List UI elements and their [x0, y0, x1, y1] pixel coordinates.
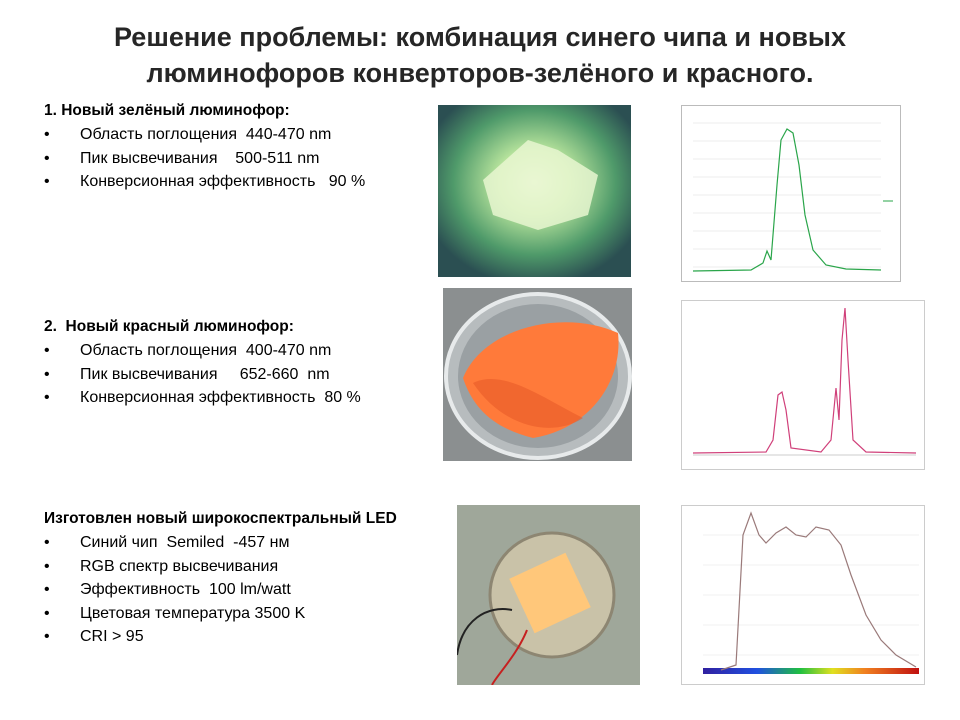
bullet-item: • Область поглощения 400-470 nm: [44, 342, 444, 366]
bullet-text: Конверсионная эффективность 80 %: [80, 389, 361, 406]
bullet-text: Пик высвечивания 500-511 nm: [80, 149, 320, 167]
bullet-item: • Конверсионная эффективность 80 %: [44, 389, 444, 413]
photo-red-phosphor: [443, 288, 632, 461]
bullet-text: RGB спектр высвечивания: [80, 557, 279, 575]
bullet-text: Цветовая температура 3500 K: [80, 604, 306, 622]
bullet: •: [44, 342, 50, 359]
bullet-text: Пик высвечивания 652-660 nm: [80, 365, 330, 383]
bullet-text: Синий чип Semiled -457 нм: [80, 534, 290, 551]
bullet: •: [44, 604, 50, 622]
spectrum-green: [681, 105, 901, 282]
section: 1. Новый зелёный люминофор: • Область погл…: [44, 102, 444, 197]
bullet-item: • Пик высвечивания 652-660 nm: [44, 366, 444, 390]
bullet-item: • Пик высвечивания 500-511 nm: [44, 150, 444, 174]
title-line: Решение проблемы: комбинация синего чипа…: [113, 22, 847, 52]
bullet: •: [44, 389, 50, 406]
title-line: люминофоров конверторов-зелёного и красн…: [146, 58, 814, 88]
bullet: •: [44, 126, 50, 143]
bullet-text: Область поглощения 440-470 nm: [80, 126, 332, 143]
bullet-text: Область поглощения 400-470 nm: [80, 342, 332, 359]
bullet-text: CRI > 95: [80, 628, 144, 645]
bullet: •: [44, 581, 50, 598]
bullet: •: [44, 534, 50, 551]
spectrum-red: [681, 300, 925, 470]
bullet: •: [44, 628, 50, 645]
section-heading: 2. Новый красный люминофор:: [44, 318, 294, 335]
bullet-item: • Эффективность 100 lm/watt: [44, 581, 444, 605]
bullet-item: • Цветовая температура 3500 K: [44, 605, 444, 629]
bullet: •: [44, 149, 50, 167]
bullet-text: Конверсионная эффективность 90 %: [80, 173, 366, 190]
bullet-item: • RGB спектр высвечивания: [44, 558, 444, 582]
bullet: •: [44, 173, 50, 190]
bullet: •: [44, 557, 50, 575]
section-heading: 1. Новый зелёный люминофор:: [44, 102, 290, 119]
photo-led: [457, 505, 640, 685]
section: 2. Новый красный люминофор: • Область погл…: [44, 318, 444, 413]
bullet-item: • Конверсионная эффективность 90 %: [44, 173, 444, 197]
bullet-text: Эффективность 100 lm/watt: [80, 581, 291, 598]
spectrum-led: [681, 505, 925, 685]
bullet-item: • CRI > 95: [44, 628, 444, 652]
section-heading: Изготовлен новый широкоспектральный LED: [44, 510, 397, 527]
bullet: •: [44, 365, 50, 383]
section: Изготовлен новый широкоспектральный LED •…: [44, 510, 444, 652]
photo-green-phosphor: [438, 105, 631, 277]
bullet-item: • Область поглощения 440-470 nm: [44, 126, 444, 150]
bullet-item: • Синий чип Semiled -457 нм: [44, 534, 444, 558]
